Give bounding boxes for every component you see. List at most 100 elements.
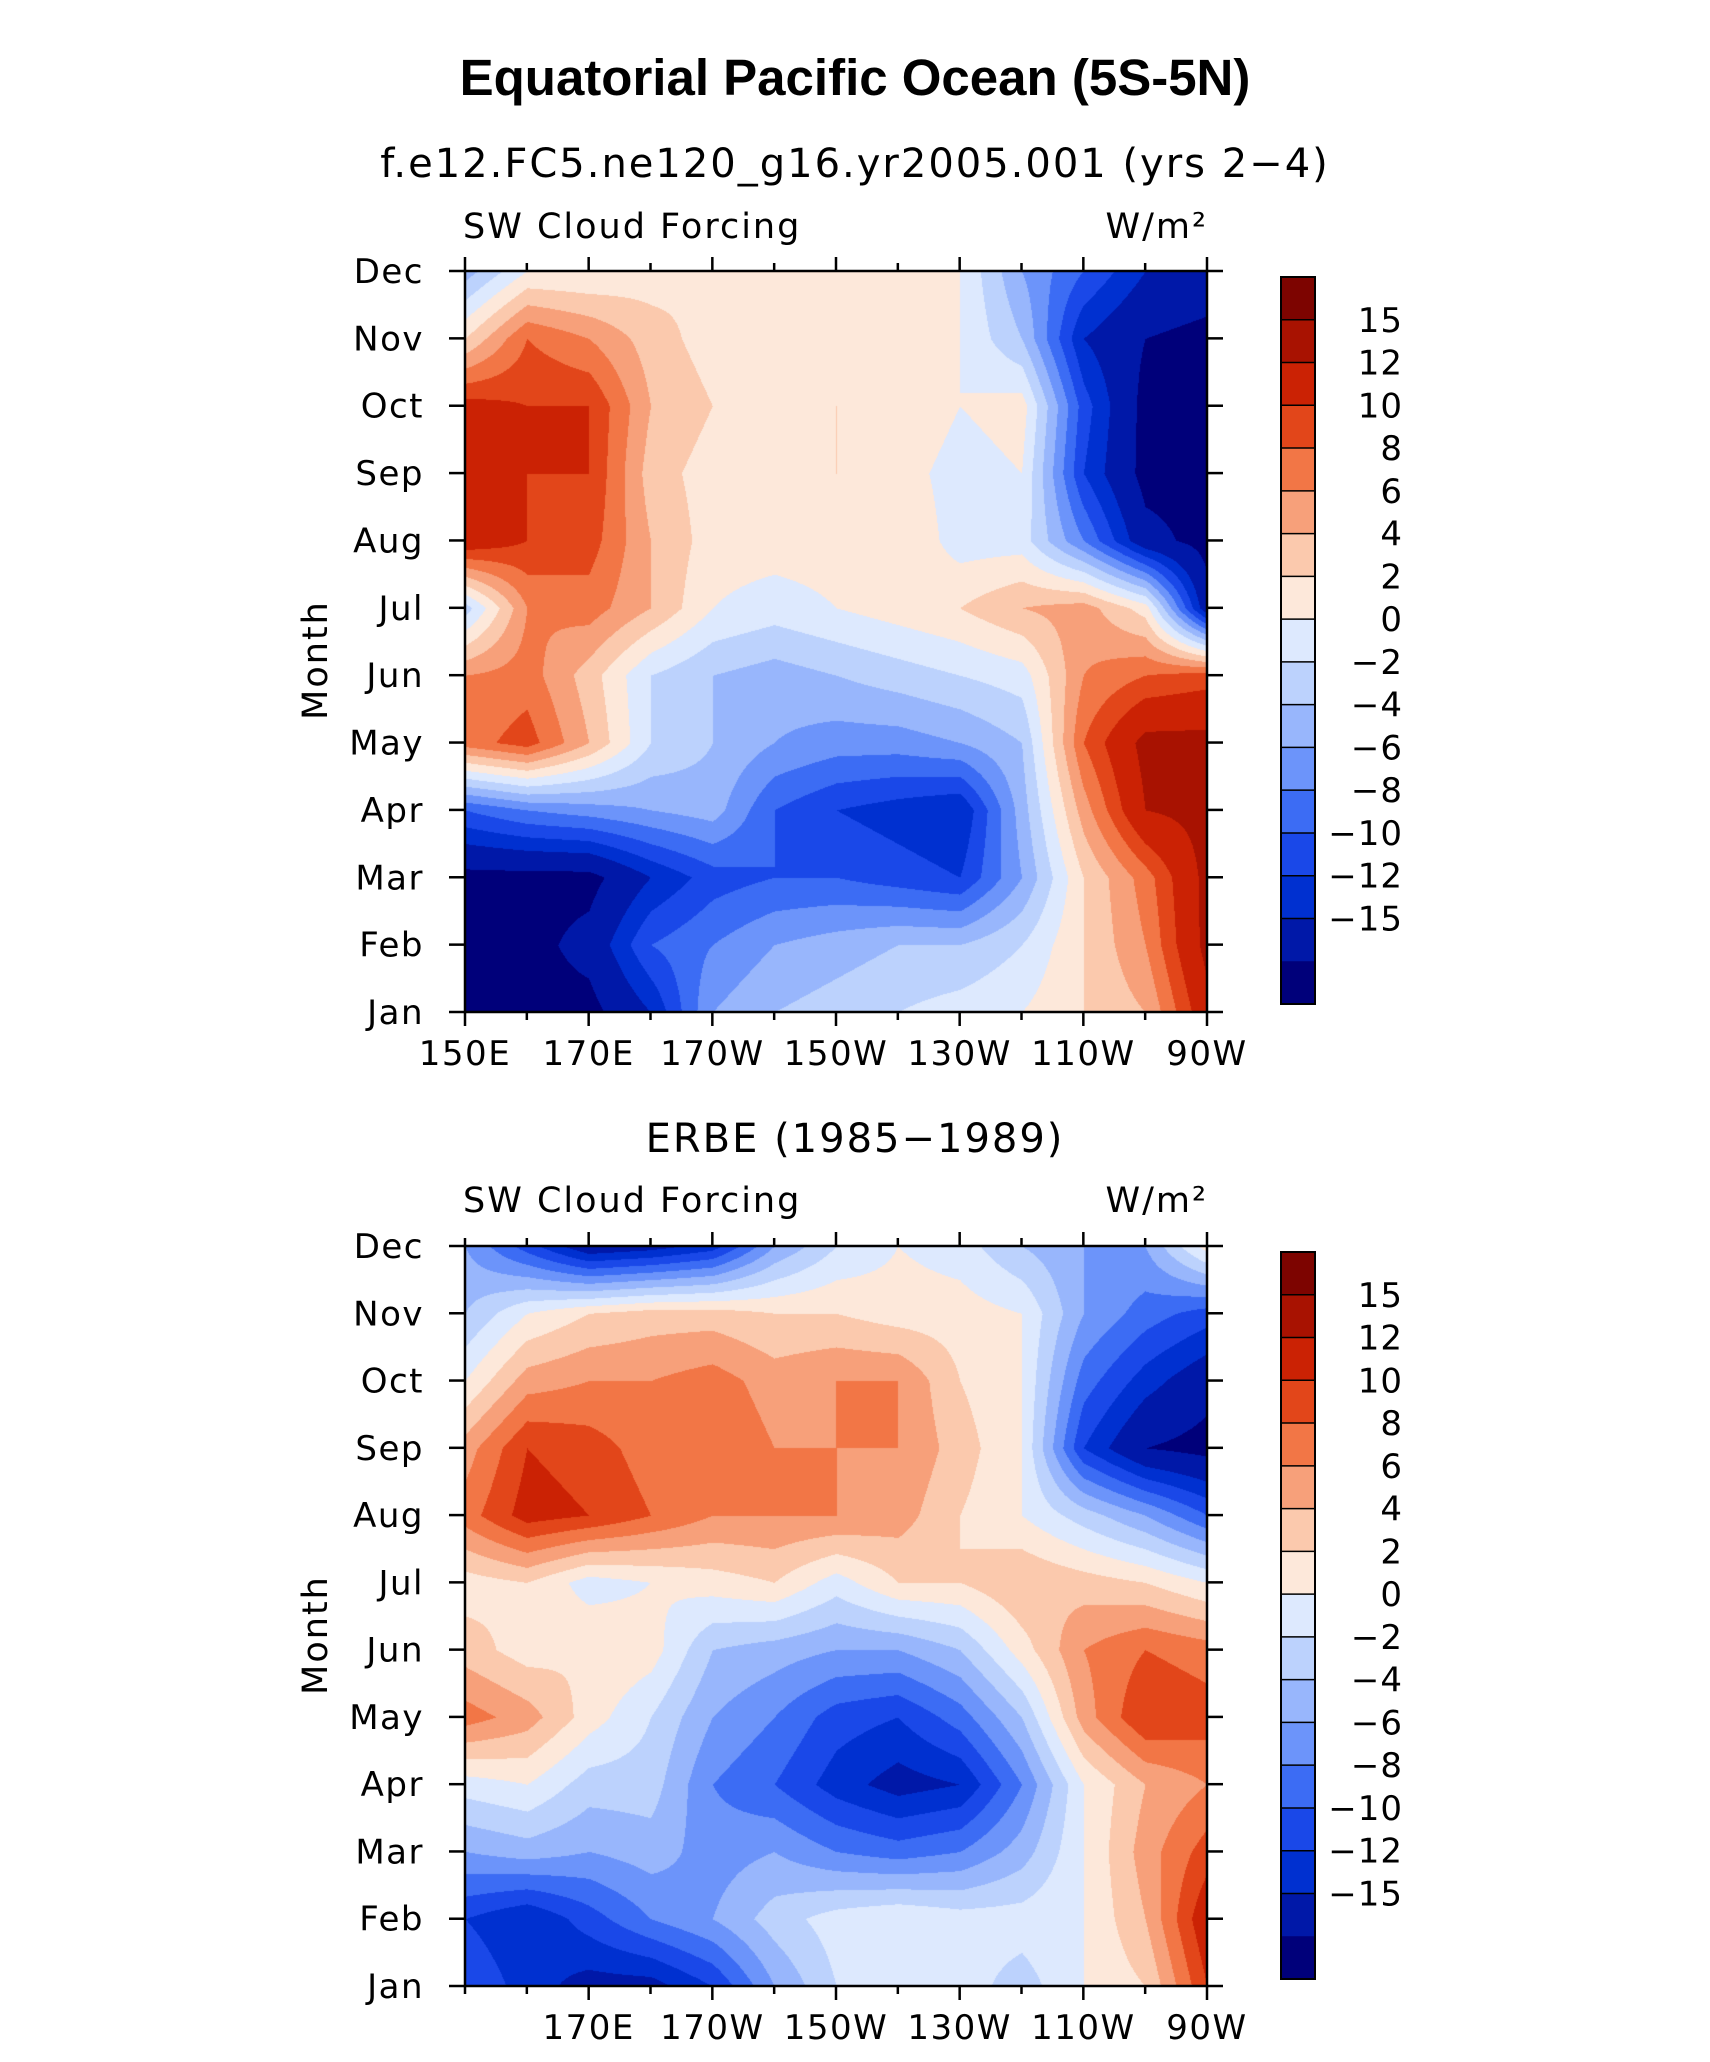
model-panel: f.e12.FC5.ne120_g16.yr2005.001 (yrs 2−4)… [296, 141, 1403, 1074]
model-y-tick-label: Jul [376, 589, 424, 629]
erbe-y-tick-label: Nov [353, 1294, 424, 1334]
model-x-tick-label: 170W [660, 1034, 765, 1074]
erbe-colorbar-box [1281, 1936, 1315, 1980]
erbe-colorbar-label: −10 [1328, 1789, 1403, 1829]
erbe-colorbar-box [1281, 1679, 1315, 1723]
model-colorbar-box [1281, 490, 1315, 535]
model-panel-title: f.e12.FC5.ne120_g16.yr2005.001 (yrs 2−4) [380, 141, 1330, 187]
model-colorbar-label: −6 [1351, 728, 1403, 768]
model-y-tick-label: Aug [353, 521, 424, 561]
model-x-tick-label: 150W [784, 1034, 889, 1074]
model-colorbar-frame [1280, 276, 1316, 1005]
model-colorbar-label: 8 [1380, 429, 1403, 469]
erbe-colorbar-label: −8 [1351, 1746, 1403, 1786]
erbe-colorbar-box [1281, 1252, 1315, 1296]
model-colorbar-box [1281, 704, 1315, 748]
model-colorbar-label: −4 [1351, 686, 1403, 726]
model-y-tick-label: Apr [361, 791, 424, 831]
erbe-colorbar-box [1281, 1636, 1315, 1681]
erbe-x-tick-label: 90W [1166, 2008, 1247, 2048]
erbe-panel: ERBE (1985−1989) SW Cloud Forcing W/m² M… [296, 1116, 1403, 2048]
erbe-y-tick-label: Feb [359, 1900, 424, 1940]
erbe-colorbar-box [1281, 1807, 1315, 1852]
erbe-colorbar-label: −12 [1328, 1832, 1403, 1872]
erbe-colorbar-label: −4 [1351, 1661, 1403, 1701]
model-y-tick-label: May [349, 724, 424, 764]
erbe-x-tick-label: 130W [907, 2008, 1012, 2048]
erbe-y-tick-label: Jan [365, 1967, 424, 2007]
model-colorbar-box [1281, 619, 1315, 663]
erbe-colorbar-label: 10 [1358, 1361, 1403, 1401]
model-y-tick-label: Jan [365, 993, 424, 1033]
erbe-colorbar-box [1281, 1893, 1315, 1937]
erbe-colorbar-box [1281, 1594, 1315, 1638]
model-colorbar-label: −2 [1351, 643, 1403, 683]
erbe-y-axis-title: Month [296, 1575, 336, 1695]
model-colorbar-box [1281, 362, 1315, 406]
erbe-units-label: W/m² [1105, 1181, 1208, 1221]
model-units-label: W/m² [1105, 207, 1208, 247]
model-colorbar-label: 10 [1358, 386, 1403, 426]
erbe-y-tick-label: Dec [354, 1227, 424, 1267]
model-left-label: SW Cloud Forcing [463, 207, 801, 247]
model-y-tick-label: Nov [353, 319, 424, 359]
erbe-x-tick-label: 170W [660, 2008, 765, 2048]
erbe-colorbar-label: 0 [1380, 1575, 1403, 1615]
erbe-colorbar-box [1281, 1465, 1315, 1510]
model-colorbar-label: −15 [1328, 899, 1403, 939]
model-colorbar-box [1281, 661, 1315, 706]
erbe-y-tick-label: Jul [376, 1563, 424, 1603]
figure-title: Equatorial Pacific Ocean (5S-5N) [460, 49, 1251, 106]
erbe-y-tick-label: Apr [361, 1765, 424, 1805]
erbe-y-tick-label: Aug [353, 1496, 424, 1536]
model-colorbar-box [1281, 277, 1315, 321]
model-colorbar-label: −12 [1328, 857, 1403, 897]
model-y-tick-label: Mar [355, 858, 424, 898]
model-x-tick-label: 170E [542, 1034, 634, 1074]
erbe-x-tick-label: 170E [542, 2008, 634, 2048]
model-field-image [465, 271, 1207, 1012]
model-axes: 150E 170E 170W 150W 130W 110W 90W Jan Feb Mar Apr M… [349, 252, 1247, 1074]
model-colorbar-box [1281, 875, 1315, 919]
erbe-x-tick-label: 110W [1031, 2008, 1136, 2048]
erbe-contour-field [465, 1246, 1207, 1986]
model-colorbar-label: 4 [1380, 515, 1403, 555]
erbe-colorbar-box [1281, 1423, 1315, 1467]
model-colorbar-label: −8 [1351, 771, 1403, 811]
erbe-colorbar-box [1281, 1850, 1315, 1894]
model-y-tick-label: Sep [355, 454, 424, 494]
erbe-x-tick-label: 150W [784, 2008, 889, 2048]
model-colorbar-label: 2 [1380, 557, 1403, 597]
model-y-axis-title: Month [296, 600, 336, 720]
erbe-colorbar-label: 6 [1380, 1447, 1403, 1487]
model-colorbar-box [1281, 961, 1315, 1005]
model-colorbar-label: 12 [1358, 344, 1403, 384]
model-colorbar-label: 15 [1358, 301, 1403, 341]
model-colorbar-box [1281, 576, 1315, 620]
erbe-axes: 170E 170W 150W 130W 110W 90W Jan Feb Mar Apr May Ju… [349, 1227, 1247, 2048]
erbe-colorbar-label: −6 [1351, 1703, 1403, 1743]
erbe-colorbar-box [1281, 1722, 1315, 1766]
model-colorbar-box [1281, 405, 1315, 449]
erbe-y-tick-label: Jun [364, 1631, 424, 1671]
model-colorbar-label: −10 [1328, 814, 1403, 854]
model-colorbar-box [1281, 533, 1315, 577]
model-x-tick-label: 90W [1166, 1034, 1247, 1074]
model-colorbar-label: 0 [1380, 600, 1403, 640]
erbe-y-tick-label: Mar [355, 1832, 424, 1872]
erbe-y-tick-label: May [349, 1698, 424, 1738]
model-x-tick-label: 110W [1031, 1034, 1136, 1074]
model-contour-field [465, 271, 1207, 1012]
model-colorbar-box [1281, 918, 1315, 962]
erbe-colorbar-label: 8 [1380, 1404, 1403, 1444]
model-colorbar-box [1281, 747, 1315, 791]
erbe-colorbar-label: 15 [1358, 1276, 1403, 1316]
model-y-tick-label: Jun [364, 656, 424, 696]
erbe-colorbar-label: 2 [1380, 1532, 1403, 1572]
erbe-field-image [465, 1246, 1207, 1986]
erbe-y-tick-label: Sep [355, 1429, 424, 1469]
model-x-tick-label: 150E [419, 1034, 511, 1074]
